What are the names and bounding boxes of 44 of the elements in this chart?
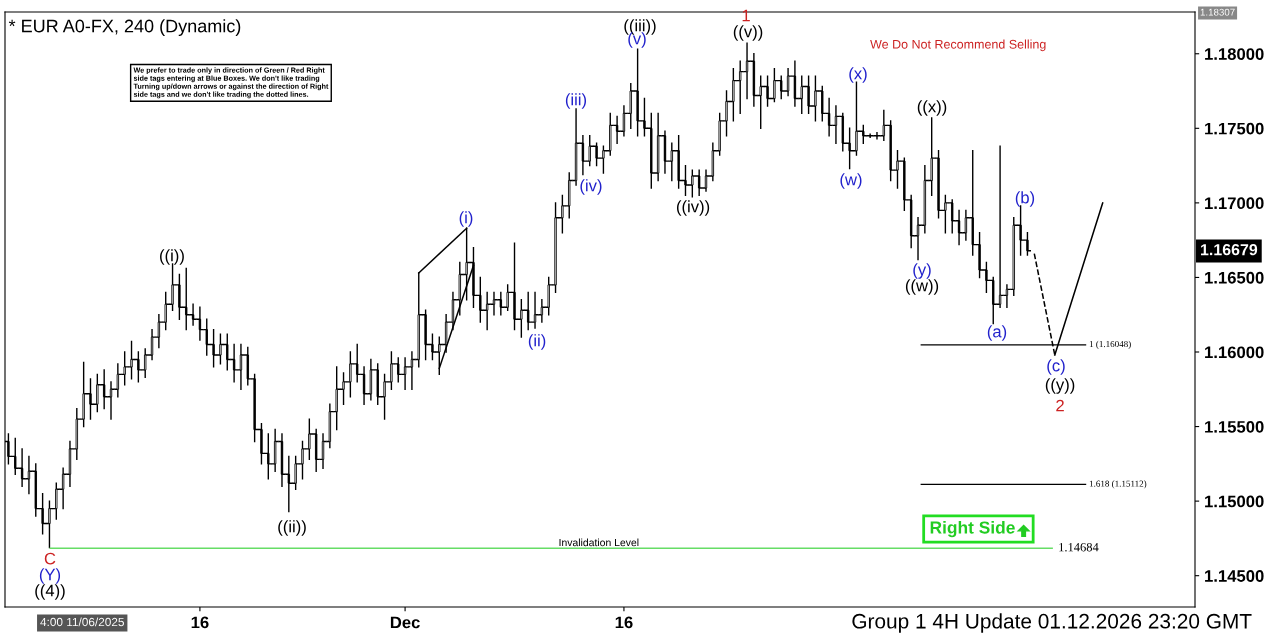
annotation: 1.14684 — [1059, 542, 1099, 552]
chart-title: * EUR A0-FX, 240 (Dynamic) — [8, 19, 241, 36]
annotation: (i) — [459, 211, 473, 227]
x-tick-label: Dec — [390, 616, 420, 629]
annotation: (b) — [1015, 191, 1035, 207]
text: 1.18307 — [1200, 8, 1235, 16]
annotation: (iv) — [580, 179, 602, 195]
y-tick-label: 1.17000 — [1205, 197, 1264, 210]
y-tick-label: 1.15000 — [1205, 495, 1264, 508]
annotation: ((4)) — [35, 584, 65, 600]
annotation: ((x)) — [917, 100, 947, 116]
annotation: (iii) — [565, 93, 587, 109]
text: 4:00 11/06/2025 — [40, 617, 124, 627]
annotation: 1 — [742, 9, 750, 22]
annotation: (x) — [849, 67, 867, 83]
annotation: ((y)) — [1045, 378, 1075, 394]
annotation: (w) — [840, 173, 862, 189]
annotation: C — [44, 552, 56, 565]
ref-line-label: 1 (1.16048) — [1089, 340, 1131, 349]
annotation: ((iv)) — [676, 200, 710, 216]
ref-line-label: Invalidation Level — [559, 538, 639, 547]
annotation: We Do Not Recommend Selling — [870, 39, 1046, 52]
y-tick-label: 1.17500 — [1205, 122, 1264, 135]
text: 1.16679 — [1201, 243, 1258, 256]
x-tick-label: 16 — [615, 616, 633, 629]
annotation: ((i)) — [160, 249, 184, 265]
y-tick-label: 1.16500 — [1205, 271, 1264, 284]
ref-line-label: 1.618 (1.15112) — [1089, 480, 1147, 489]
annotation: ((ii)) — [278, 520, 306, 536]
x-tick-label: 16 — [191, 616, 209, 629]
annotation: Right Side — [930, 520, 1015, 538]
annotation: ((v)) — [733, 25, 763, 41]
annotation: (a) — [987, 325, 1007, 341]
annotation: (ii) — [528, 334, 546, 350]
annotation: 2 — [1056, 399, 1064, 412]
annotation: (y) — [913, 263, 931, 279]
y-tick-label: 1.14500 — [1205, 570, 1264, 582]
annotation: (c) — [1047, 359, 1065, 375]
y-tick-label: 1.18000 — [1205, 48, 1264, 60]
y-tick-label: 1.15500 — [1205, 420, 1264, 433]
annotation: (Y) — [39, 568, 61, 584]
annotation: ((w)) — [905, 279, 939, 295]
y-tick-label: 1.16000 — [1205, 346, 1264, 359]
text: Group 1 4H Update 01.12.2026 23:20 GMT — [852, 613, 1252, 633]
